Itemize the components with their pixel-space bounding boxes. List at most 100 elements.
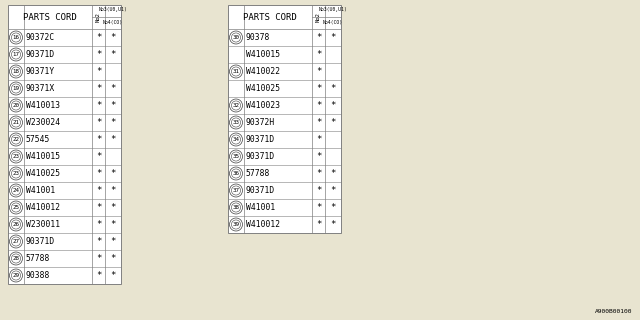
Text: 26: 26 bbox=[13, 222, 19, 227]
Text: *: * bbox=[316, 220, 321, 229]
Text: W410025: W410025 bbox=[246, 84, 280, 93]
Text: 34: 34 bbox=[232, 137, 239, 142]
Text: *: * bbox=[110, 254, 116, 263]
Text: *: * bbox=[96, 67, 101, 76]
Text: 90371D: 90371D bbox=[246, 152, 275, 161]
Text: *: * bbox=[330, 220, 336, 229]
Text: *: * bbox=[316, 135, 321, 144]
Text: 90371Y: 90371Y bbox=[26, 67, 55, 76]
Text: *: * bbox=[96, 118, 101, 127]
Text: *: * bbox=[110, 101, 116, 110]
Text: *: * bbox=[316, 203, 321, 212]
Text: *: * bbox=[316, 33, 321, 42]
Text: 90378: 90378 bbox=[246, 33, 270, 42]
Text: *: * bbox=[316, 101, 321, 110]
Text: *: * bbox=[316, 186, 321, 195]
Text: *: * bbox=[330, 203, 336, 212]
Text: W410025: W410025 bbox=[26, 169, 60, 178]
Text: W410023: W410023 bbox=[246, 101, 280, 110]
Text: *: * bbox=[316, 67, 321, 76]
Text: W410013: W410013 bbox=[26, 101, 60, 110]
Text: No3⟨U0,U1⟩: No3⟨U0,U1⟩ bbox=[99, 7, 127, 12]
Text: PARTS CORD: PARTS CORD bbox=[23, 12, 77, 21]
Text: 90388: 90388 bbox=[26, 271, 51, 280]
Text: W41001: W41001 bbox=[26, 186, 55, 195]
Text: 30: 30 bbox=[232, 35, 239, 40]
Text: 17: 17 bbox=[13, 52, 19, 57]
Text: 19: 19 bbox=[13, 86, 19, 91]
Text: *: * bbox=[330, 186, 336, 195]
Text: *: * bbox=[110, 50, 116, 59]
Text: 24: 24 bbox=[13, 188, 19, 193]
Text: *: * bbox=[110, 84, 116, 93]
Text: 20: 20 bbox=[13, 103, 19, 108]
Text: W410015: W410015 bbox=[246, 50, 280, 59]
Text: 22: 22 bbox=[13, 137, 19, 142]
Text: W410022: W410022 bbox=[246, 67, 280, 76]
Text: 28: 28 bbox=[13, 256, 19, 261]
Text: *: * bbox=[110, 169, 116, 178]
Bar bbox=[228, 5, 341, 233]
Text: 29: 29 bbox=[13, 273, 19, 278]
Text: 90371D: 90371D bbox=[246, 186, 275, 195]
Text: 90371X: 90371X bbox=[26, 84, 55, 93]
Text: *: * bbox=[316, 118, 321, 127]
Text: W230011: W230011 bbox=[26, 220, 60, 229]
Text: 27: 27 bbox=[13, 239, 19, 244]
Text: *: * bbox=[330, 169, 336, 178]
Text: *: * bbox=[330, 33, 336, 42]
Text: 23: 23 bbox=[13, 154, 19, 159]
Text: *: * bbox=[96, 101, 101, 110]
Text: W410012: W410012 bbox=[246, 220, 280, 229]
Text: 25: 25 bbox=[13, 205, 19, 210]
Text: 57788: 57788 bbox=[246, 169, 270, 178]
Text: 23: 23 bbox=[13, 171, 19, 176]
Text: 16: 16 bbox=[13, 35, 19, 40]
Text: 21: 21 bbox=[13, 120, 19, 125]
Text: 39: 39 bbox=[232, 222, 239, 227]
Text: *: * bbox=[316, 84, 321, 93]
Text: 18: 18 bbox=[13, 69, 19, 74]
Text: *: * bbox=[96, 203, 101, 212]
Text: *: * bbox=[316, 169, 321, 178]
Text: *: * bbox=[96, 220, 101, 229]
Text: *: * bbox=[110, 203, 116, 212]
Text: *: * bbox=[110, 186, 116, 195]
Text: No2: No2 bbox=[316, 12, 321, 22]
Text: *: * bbox=[96, 84, 101, 93]
Text: *: * bbox=[96, 152, 101, 161]
Text: *: * bbox=[96, 135, 101, 144]
Text: 32: 32 bbox=[232, 103, 239, 108]
Text: *: * bbox=[110, 118, 116, 127]
Text: *: * bbox=[330, 101, 336, 110]
Text: 90371D: 90371D bbox=[26, 237, 55, 246]
Text: *: * bbox=[110, 237, 116, 246]
Text: *: * bbox=[96, 186, 101, 195]
Text: 57788: 57788 bbox=[26, 254, 51, 263]
Text: *: * bbox=[316, 152, 321, 161]
Text: 36: 36 bbox=[232, 171, 239, 176]
Text: W410015: W410015 bbox=[26, 152, 60, 161]
Text: *: * bbox=[110, 33, 116, 42]
Text: 90372C: 90372C bbox=[26, 33, 55, 42]
Text: No2: No2 bbox=[96, 12, 101, 22]
Text: PARTS CORD: PARTS CORD bbox=[243, 12, 297, 21]
Text: No4⟨CO⟩: No4⟨CO⟩ bbox=[103, 20, 123, 25]
Text: 38: 38 bbox=[232, 205, 239, 210]
Text: 33: 33 bbox=[232, 120, 239, 125]
Text: 90371D: 90371D bbox=[26, 50, 55, 59]
Text: *: * bbox=[110, 135, 116, 144]
Text: W230024: W230024 bbox=[26, 118, 60, 127]
Text: W410012: W410012 bbox=[26, 203, 60, 212]
Text: *: * bbox=[96, 50, 101, 59]
Text: A900B00100: A900B00100 bbox=[595, 309, 632, 314]
Text: 90372H: 90372H bbox=[246, 118, 275, 127]
Text: 90371D: 90371D bbox=[246, 135, 275, 144]
Text: *: * bbox=[330, 84, 336, 93]
Text: *: * bbox=[110, 220, 116, 229]
Text: No4⟨CO⟩: No4⟨CO⟩ bbox=[323, 20, 343, 25]
Text: *: * bbox=[96, 254, 101, 263]
Text: *: * bbox=[316, 50, 321, 59]
Bar bbox=[8, 5, 121, 284]
Text: 31: 31 bbox=[232, 69, 239, 74]
